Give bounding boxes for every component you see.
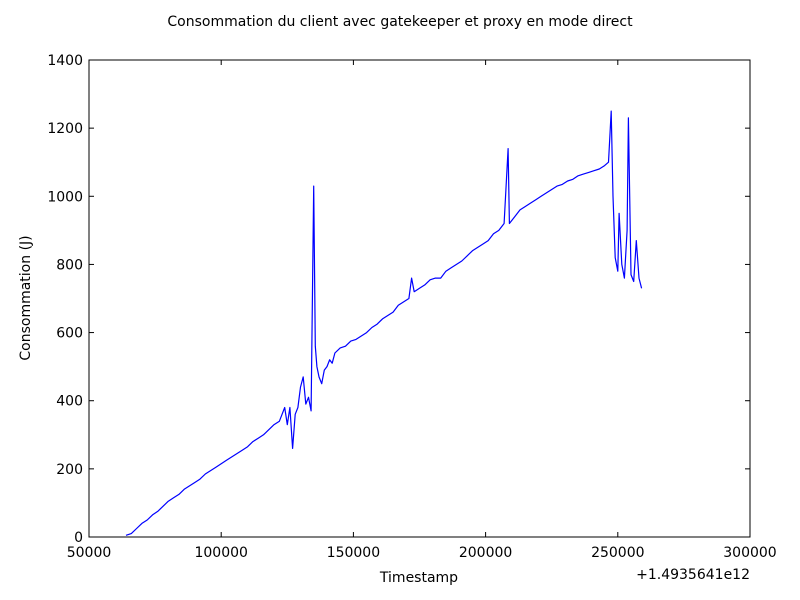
y-tick-label: 200 <box>56 462 83 478</box>
x-tick-label: 250000 <box>591 545 644 561</box>
plot-frame <box>88 59 751 538</box>
plot-background <box>89 60 750 537</box>
y-tick-label: 1200 <box>47 121 83 137</box>
y-tick-label: 1000 <box>47 189 83 205</box>
x-tick-label: 50000 <box>67 545 112 561</box>
tick-labels: 50000 100000 150000 200000 250000 300000 0 200 4… <box>47 53 776 561</box>
x-tick-label: 200000 <box>459 545 512 561</box>
y-tick-label: 800 <box>56 257 83 273</box>
y-tick-label: 1400 <box>47 53 83 69</box>
x-axis-offset-label: +1.4935641e12 <box>636 567 750 583</box>
series-line-0 <box>125 110 643 536</box>
chart-title: Consommation du client avec gatekeeper e… <box>167 14 633 30</box>
x-axis-label: Timestamp <box>379 570 458 586</box>
x-tick-label: 300000 <box>723 545 776 561</box>
y-tick-label: 0 <box>74 530 83 546</box>
y-tick-label: 400 <box>56 394 83 410</box>
y-tick-label: 600 <box>56 326 83 342</box>
y-axis-label: Consommation (J) <box>18 235 34 360</box>
x-tick-label: 150000 <box>327 545 380 561</box>
x-tick-label: 100000 <box>194 545 247 561</box>
series-layer <box>125 110 643 536</box>
